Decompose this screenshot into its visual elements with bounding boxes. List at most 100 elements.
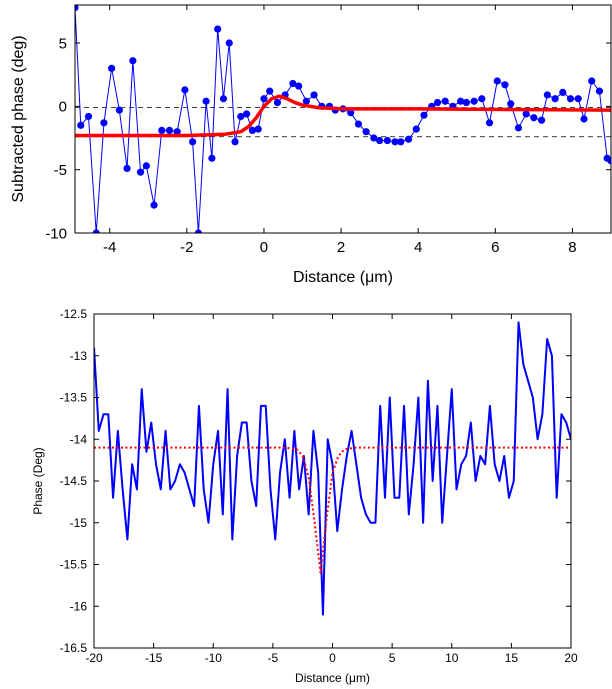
data-point-marker: [158, 126, 166, 134]
data-point-marker: [173, 128, 181, 136]
y-axis-label: Phase (Deg): [31, 447, 45, 514]
y-tick-label: -5: [54, 162, 67, 179]
data-point-marker: [302, 97, 310, 105]
data-point-marker: [478, 95, 486, 103]
data-point-marker: [208, 154, 216, 162]
data-point-marker: [202, 97, 210, 105]
axes-frame: [74, 4, 612, 234]
data-point-marker: [75, 5, 79, 12]
data-point-marker: [412, 125, 420, 133]
data-point-marker: [485, 119, 494, 127]
data-point-marker: [420, 111, 428, 119]
data-point-marker: [254, 125, 262, 133]
data-point-marker: [129, 57, 137, 65]
data-point-marker: [566, 95, 575, 103]
y-axis-label: Subtracted phase (deg): [10, 35, 27, 202]
data-point-marker: [383, 136, 391, 145]
data-line: [75, 7, 611, 233]
data-point-marker: [194, 229, 202, 233]
fit-line: [94, 446, 571, 574]
data-point-marker: [354, 120, 363, 128]
y-tick-label: -13: [70, 349, 88, 363]
y-tick-label: 5: [59, 35, 67, 52]
plot-area: [94, 321, 571, 616]
data-point-marker: [310, 91, 318, 99]
x-tick-label: 15: [505, 651, 519, 665]
data-point-marker: [266, 87, 274, 95]
data-point-marker: [404, 135, 413, 143]
x-tick-label: -10: [205, 651, 223, 665]
data-point-marker: [470, 97, 478, 105]
y-tick-label: -14: [70, 432, 88, 446]
data-point-marker: [574, 95, 582, 103]
data-point-marker: [189, 138, 197, 146]
data-point-marker: [588, 77, 596, 85]
data-point-marker: [595, 87, 604, 95]
data-point-marker: [507, 100, 515, 108]
y-tick-label: -16.5: [60, 641, 88, 655]
data-point-marker: [219, 95, 228, 103]
data-point-marker: [181, 86, 189, 94]
data-point-marker: [347, 109, 355, 117]
data-point-marker: [289, 79, 297, 88]
data-point-marker: [607, 157, 611, 165]
data-point-marker: [391, 138, 399, 146]
x-tick-label: -5: [268, 651, 279, 665]
x-tick-label: 10: [445, 651, 459, 665]
y-tick-label: -10: [45, 225, 67, 242]
data-point-marker: [522, 110, 530, 118]
data-point-marker: [273, 98, 282, 107]
fit-line: [75, 94, 611, 138]
data-line: [94, 321, 571, 616]
x-tick-label: 6: [491, 239, 499, 256]
data-point-marker: [225, 39, 233, 47]
data-point-marker: [260, 95, 268, 103]
data-point-marker: [362, 128, 370, 136]
data-point-marker: [493, 77, 501, 85]
y-tick-label: -15: [70, 516, 88, 530]
data-point-marker: [457, 97, 465, 105]
data-point-marker: [543, 91, 551, 99]
bottom-chart: -20 -15 -10 -5 0 5 10 15 20 -12.5 -13 -13.5 -14 -14.5…: [31, 307, 578, 685]
data-point-marker: [237, 112, 245, 121]
x-tick-label: 8: [568, 239, 576, 256]
data-point-marker: [115, 106, 123, 114]
x-tick-label: -4: [103, 239, 116, 256]
data-point-marker: [530, 114, 538, 122]
x-tick-label: 4: [414, 239, 422, 256]
data-point-marker: [559, 88, 567, 96]
x-tick-label: 20: [564, 651, 578, 665]
data-point-marker: [501, 81, 509, 89]
data-point-marker: [580, 115, 588, 123]
x-tick-label: 5: [389, 651, 396, 665]
data-point-marker: [242, 110, 251, 118]
y-tick-label: -14.5: [60, 474, 88, 488]
data-point-marker: [514, 124, 523, 132]
x-tick-label: -15: [145, 651, 163, 665]
y-tick-label: 0: [59, 99, 67, 116]
data-point-marker: [537, 116, 546, 124]
data-point-marker: [441, 97, 449, 105]
data-point-marker: [136, 168, 145, 176]
y-tick-label: -12.5: [60, 307, 88, 321]
y-tick-label: -13.5: [60, 391, 88, 405]
data-point-marker: [370, 134, 378, 142]
data-point-marker: [295, 82, 303, 90]
data-point-marker: [376, 136, 384, 145]
data-point-marker: [77, 121, 85, 129]
y-tick-label: -16: [70, 599, 88, 613]
data-point-marker: [150, 201, 158, 209]
data-point-marker: [142, 162, 150, 170]
data-point-marker: [551, 95, 559, 103]
x-tick-label: -2: [180, 239, 193, 256]
data-point-marker: [92, 229, 100, 233]
x-tick-label: 2: [337, 239, 345, 256]
data-point-marker: [165, 126, 174, 134]
x-tick-label: 0: [329, 651, 336, 665]
plot-area: [75, 5, 611, 233]
data-point-marker: [462, 98, 470, 107]
x-tick-label: -20: [85, 651, 103, 665]
data-point-marker: [214, 25, 222, 33]
x-axis-label: Distance (μm): [293, 269, 393, 286]
